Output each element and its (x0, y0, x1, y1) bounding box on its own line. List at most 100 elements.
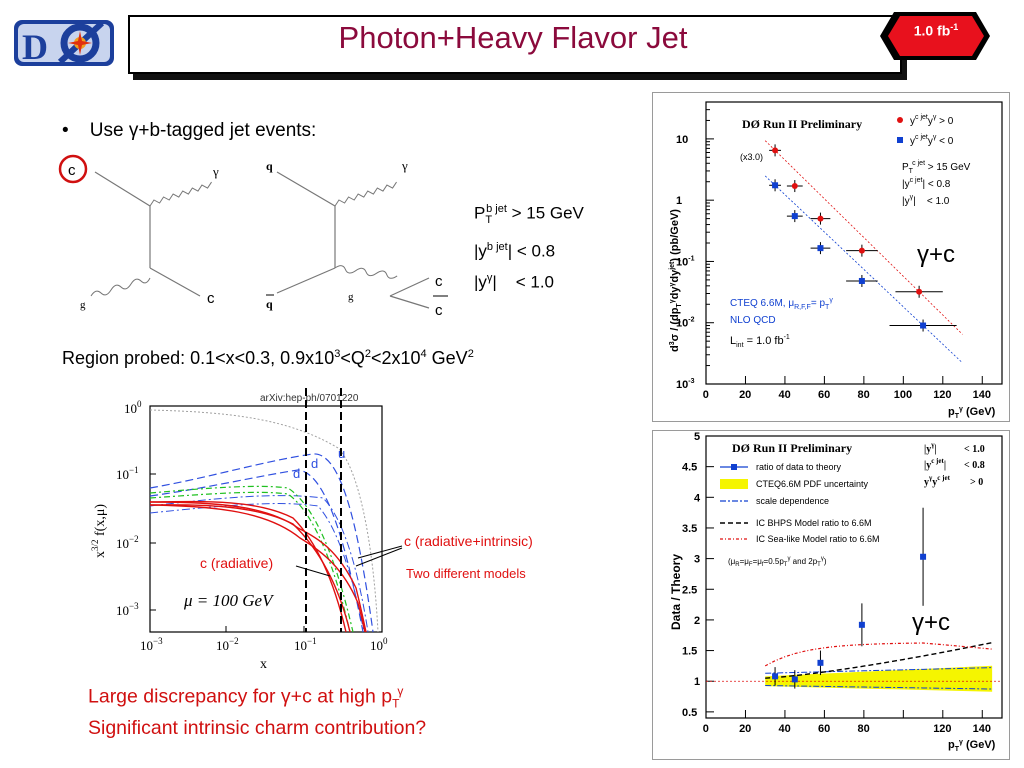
title-box (128, 15, 902, 74)
xs-x-tick-label: 80 (857, 389, 869, 401)
xs-cut-1: PTc jet > 15 GeV (902, 160, 971, 175)
svg-text:g: g (348, 291, 354, 303)
svg-text:10−3: 10−3 (116, 601, 139, 618)
label-two-models: Two different models (406, 566, 526, 581)
xs-y-ticks: 10 1 10-1 10-2 10-3 (676, 101, 714, 391)
b-jet-cuts: PTb jet > 15 GeV |yb jet| < 0.8 |yγ| < 1… (474, 203, 584, 292)
feynman-diagrams: c γ g c q γ q g c c (58, 154, 448, 318)
xs-point-series1 (791, 183, 798, 190)
ratio-legend-5: IC Sea-like Model ratio to 6.6M (756, 534, 880, 544)
bullet-point: • Use γ+b-tagged jet events: (62, 120, 317, 141)
ratio-point (858, 621, 865, 628)
pdf-x-label: x (260, 657, 267, 672)
xs-x-tick-label: 40 (779, 389, 791, 401)
lumi-badge-shape (880, 12, 990, 60)
svg-text:c: c (435, 273, 443, 290)
pdf-x-ticks: 10−3 10−2 10−1 100 (140, 636, 388, 653)
circle-highlight (58, 154, 88, 184)
ratio-legend-6: (μR=μF=μf=0.5pTγ and 2pTγ) (728, 556, 827, 568)
xs-point-series1 (916, 288, 923, 295)
svg-text:γ: γ (212, 164, 219, 179)
curve-c-rad (149, 500, 347, 633)
ratio-cut-3: yγyc jet > 0 (924, 474, 983, 488)
ratio-y-tick-label: 2 (694, 615, 700, 627)
ratio-legend-3: scale dependence (756, 496, 829, 506)
xs-x-tick-label: 60 (818, 389, 830, 401)
ratio-legend-1: ratio of data to theory (756, 462, 842, 472)
xs-title: DØ Run II Preliminary (742, 117, 862, 131)
ratio-x-ticks: 0 20 40 60 80 120 140 (703, 710, 991, 735)
xs-point-series2 (817, 245, 824, 252)
svg-text:c: c (207, 290, 215, 307)
cross-section-plot-frame (652, 92, 1010, 422)
ratio-y-tick-label: 2.5 (682, 584, 697, 596)
svg-text:100: 100 (124, 399, 142, 416)
pdf-y-label: x3/2 f(x,μ) (90, 504, 108, 558)
xs-y-tick-label: 10-2 (676, 317, 695, 330)
curve-g2 (149, 491, 351, 633)
label-c-circled: c (68, 162, 76, 179)
xs-x-tick-label: 100 (894, 389, 912, 401)
ratio-ic-bhps (765, 641, 993, 679)
xs-point-series2 (791, 213, 798, 220)
ratio-y-tick-label: 0.5 (682, 707, 697, 719)
ratio-point (817, 659, 824, 666)
svg-text:10−1: 10−1 (116, 465, 139, 482)
ratio-cut-2: |yc jet| < 0.8 (924, 457, 985, 471)
ratio-point (791, 676, 798, 683)
ratio-y-tick-label: 4 (694, 492, 701, 504)
svg-text:γ: γ (401, 158, 408, 173)
curve-d (149, 469, 364, 633)
ratio-y-tick-label: 1 (694, 676, 700, 688)
curve-c-int2 (149, 504, 366, 633)
svg-text:q: q (266, 297, 273, 311)
ratio-ic-sea (764, 642, 993, 667)
xs-x-label: pTγ (GeV) (948, 406, 996, 420)
ratio-y-tick-label: 1.5 (682, 646, 697, 658)
ratio-x-tick-label: 20 (739, 723, 751, 735)
xs-scale-note: (x3.0) (740, 152, 763, 162)
svg-text:g: g (80, 299, 86, 311)
ratio-y-label: Data / Theory (669, 554, 683, 630)
curve-u (149, 453, 374, 633)
ratio-x-label: pTγ (GeV) (948, 739, 996, 753)
ratio-x-tick-label: 80 (857, 723, 869, 735)
xs-x-tick-label: 0 (703, 389, 709, 401)
curve-g1 (149, 485, 354, 633)
ratio-scale-upper (765, 667, 993, 674)
ratio-point (772, 673, 779, 680)
ratio-cut-1: |yγ| < 1.0 (924, 441, 985, 455)
xs-legend-2: yc jetyγ < 0 (910, 134, 954, 147)
xs-theory-1: CTEQ 6.6M, μR,F,F= pTγ (730, 297, 833, 311)
xs-x-tick-label: 140 (973, 389, 991, 401)
pdf-y-ticks: 100 10−1 10−2 10−3 (116, 399, 142, 618)
ratio-x-tick-label: 60 (818, 723, 830, 735)
xs-theory-2: NLO QCD (730, 315, 776, 326)
xs-point-series1 (858, 247, 865, 254)
ratio-y-tick-label: 4.5 (682, 462, 697, 474)
svg-text:u: u (338, 446, 345, 461)
ratio-legend-2: CTEQ6.6M PDF uncertainty (756, 479, 869, 489)
region-probed: Region probed: 0.1<x<0.3, 0.9x103<Q2<2x1… (62, 348, 474, 368)
ratio-plot-frame (652, 430, 1010, 760)
cross-section-plot: DØ Run II Preliminary d3σ / (dpTγdyγdyje… (669, 101, 1003, 420)
ratio-y-tick-label: 5 (694, 431, 700, 443)
ratio-x-tick-label: 140 (973, 723, 991, 735)
xs-y-label: d3σ / (dpTγdyγdyjet) (pb/GeV) (669, 209, 683, 352)
svg-text:10−1: 10−1 (294, 636, 317, 653)
curve-ubar (149, 495, 369, 633)
svg-text:d: d (311, 456, 318, 471)
ratio-plot: DØ Run II Preliminary Data / Theory 0.5 1… (669, 431, 1003, 753)
pdf-plot: arXiv:hep-ph/0701220 100 10−1 10−2 10−3 … (90, 388, 533, 672)
conclusion-2: Significant intrinsic charm contribution… (88, 717, 427, 739)
xs-theory-curve-1 (764, 175, 963, 364)
ratio-pdf-band (765, 665, 993, 692)
xs-point-series1 (772, 147, 779, 154)
svg-text:10−3: 10−3 (140, 636, 163, 653)
svg-text:d: d (293, 466, 300, 481)
xs-point-series1 (817, 215, 824, 222)
ratio-y-tick-label: 3.5 (682, 523, 697, 535)
label-c-radiative: c (radiative) (200, 555, 273, 571)
ratio-x-tick-label: 40 (779, 723, 791, 735)
ratio-x-tick-label: 120 (933, 723, 951, 735)
